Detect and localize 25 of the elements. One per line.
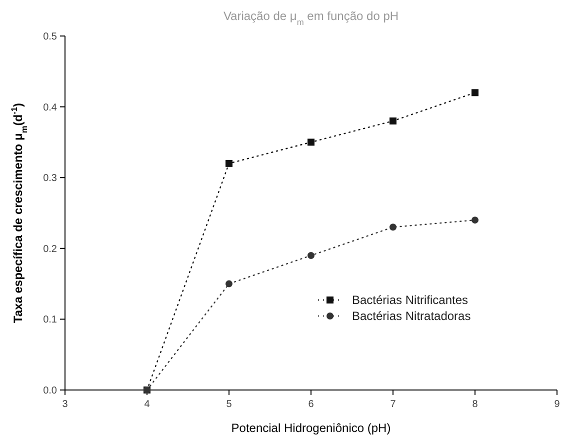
- y-tick-label: 0.3: [43, 173, 58, 184]
- point: [226, 160, 232, 167]
- point: [472, 216, 478, 224]
- chart-title: Variação de μ$_{m}$ em função do pH: [223, 9, 399, 27]
- x-tick-label: 7: [390, 399, 396, 410]
- point: [308, 252, 314, 259]
- legend-label: Bactérias Nitrificantes: [352, 293, 468, 307]
- point: [226, 280, 232, 288]
- y-tick-label: 0.0: [43, 386, 58, 396]
- legend-label: Bactérias Nitratadoras: [352, 309, 471, 323]
- y-tick-label: 0.2: [43, 244, 58, 255]
- x-tick-label: 4: [144, 399, 150, 410]
- x-axis-title: Potencial Hidrogeniônico (pH): [231, 421, 391, 435]
- x-tick-label: 3: [62, 399, 68, 410]
- point: [390, 117, 396, 124]
- x-tick-label: 6: [308, 399, 314, 410]
- y-tick-label: 0.4: [43, 102, 58, 114]
- y-tick-label: 0.5: [43, 32, 58, 42]
- point: [308, 138, 314, 146]
- x-tick-label: 5: [226, 399, 232, 410]
- x-tick-label: 9: [554, 399, 560, 410]
- x-tick-label: 8: [472, 399, 478, 410]
- y-tick-label: 0.1: [43, 314, 58, 326]
- point: [390, 224, 396, 231]
- point: [472, 89, 478, 96]
